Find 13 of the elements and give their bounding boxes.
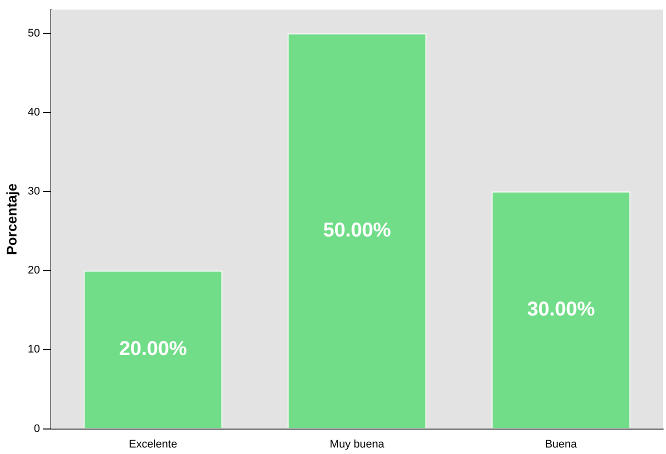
x-tick-label: Buena: [545, 438, 578, 450]
y-tick-label: 10: [28, 344, 40, 356]
y-axis-title: Porcentaje: [3, 183, 20, 255]
y-tick-label: 40: [28, 106, 40, 118]
x-tick-label: Muy buena: [330, 438, 386, 450]
x-tick-label: Excelente: [128, 438, 178, 450]
y-tick-label: 50: [28, 27, 40, 40]
data-label: 30.00%: [527, 298, 596, 321]
data-label: 20.00%: [119, 338, 188, 360]
y-tick-label: 0: [34, 422, 40, 435]
y-tick-label: 30: [28, 186, 40, 198]
data-label: 50.00%: [323, 220, 392, 242]
y-tick-label: 20: [28, 264, 40, 277]
